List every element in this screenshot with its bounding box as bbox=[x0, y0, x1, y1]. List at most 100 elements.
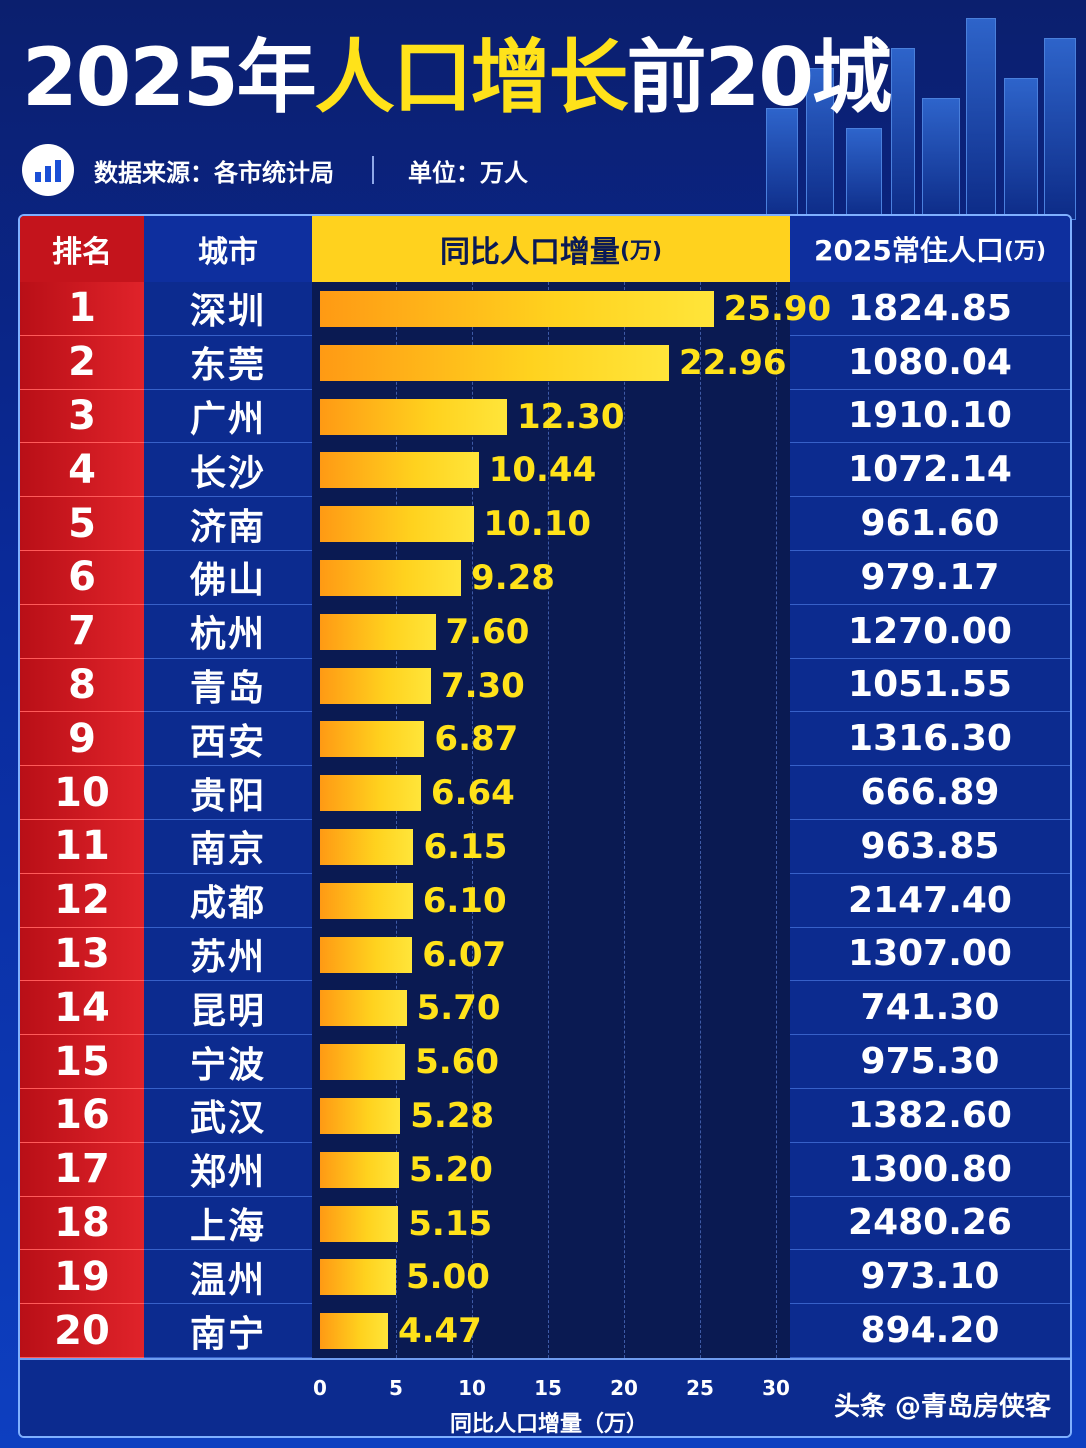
city-cell: 武汉 bbox=[144, 1089, 312, 1143]
city-cell: 济南 bbox=[144, 497, 312, 551]
city-cell: 佛山 bbox=[144, 551, 312, 605]
city-cell: 杭州 bbox=[144, 604, 312, 659]
x-tick-label: 30 bbox=[762, 1376, 790, 1400]
rank-cell: 20 bbox=[20, 1304, 144, 1358]
skyline-tower bbox=[922, 98, 960, 220]
city-cell: 郑州 bbox=[144, 1142, 312, 1197]
growth-value-label: 4.47 bbox=[397, 1311, 482, 1352]
population-cell: 1300.80 bbox=[790, 1142, 1070, 1197]
growth-value-label: 10.44 bbox=[488, 450, 597, 491]
growth-value-label: 7.60 bbox=[445, 611, 530, 652]
growth-value-label: 6.10 bbox=[422, 880, 507, 921]
rank-cell: 9 bbox=[20, 712, 144, 767]
header-city: 城市 bbox=[144, 216, 312, 282]
growth-value-label: 6.07 bbox=[422, 934, 507, 975]
population-cell: 2480.26 bbox=[790, 1196, 1070, 1251]
growth-value-label: 7.30 bbox=[440, 665, 525, 706]
watermark: 头条 @青岛房侠客 bbox=[834, 1392, 1052, 1422]
table-row: 5 济南 961.60 bbox=[20, 497, 1070, 551]
table-row: 6 佛山 979.17 bbox=[20, 551, 1070, 605]
rank-cell: 10 bbox=[20, 766, 144, 820]
population-cell: 666.89 bbox=[790, 766, 1070, 820]
city-cell: 东莞 bbox=[144, 335, 312, 390]
city-cell: 南宁 bbox=[144, 1304, 312, 1358]
city-cell: 昆明 bbox=[144, 981, 312, 1036]
table-row: 18 上海 2480.26 bbox=[20, 1196, 1070, 1251]
city-cell: 深圳 bbox=[144, 282, 312, 336]
population-cell: 1910.10 bbox=[790, 389, 1070, 444]
city-cell: 温州 bbox=[144, 1250, 312, 1305]
population-cell: 1080.04 bbox=[790, 335, 1070, 390]
table-row: 13 苏州 1307.00 bbox=[20, 927, 1070, 982]
x-tick-label: 0 bbox=[313, 1376, 327, 1400]
rank-cell: 11 bbox=[20, 820, 144, 874]
growth-bar bbox=[320, 613, 436, 650]
title-year: 2025年 bbox=[22, 31, 317, 124]
skyline-decoration bbox=[726, 0, 1086, 220]
population-cell: 979.17 bbox=[790, 551, 1070, 605]
growth-bar bbox=[320, 452, 479, 489]
growth-value-label: 5.70 bbox=[416, 988, 501, 1029]
table-row: 7 杭州 1270.00 bbox=[20, 604, 1070, 659]
rank-cell: 12 bbox=[20, 873, 144, 928]
growth-value-label: 6.64 bbox=[430, 773, 515, 814]
table-row: 11 南京 963.85 bbox=[20, 820, 1070, 874]
growth-bar bbox=[320, 344, 669, 381]
growth-bar bbox=[320, 775, 421, 812]
city-cell: 青岛 bbox=[144, 658, 312, 713]
population-cell: 1316.30 bbox=[790, 712, 1070, 767]
skyline-tower bbox=[766, 108, 798, 220]
city-cell: 广州 bbox=[144, 389, 312, 444]
population-cell: 963.85 bbox=[790, 820, 1070, 874]
growth-bar bbox=[320, 828, 414, 865]
x-axis-label: 同比人口增量（万） bbox=[450, 1412, 649, 1437]
growth-bar bbox=[320, 398, 507, 435]
growth-bar bbox=[320, 721, 425, 758]
subtitle-divider bbox=[372, 156, 374, 184]
skyline-tower bbox=[1044, 38, 1076, 220]
population-cell: 1307.00 bbox=[790, 927, 1070, 982]
skyline-tower bbox=[846, 128, 882, 220]
growth-value-label: 10.10 bbox=[483, 504, 592, 545]
table-row: 9 西安 1316.30 bbox=[20, 712, 1070, 767]
table-row: 10 贵阳 666.89 bbox=[20, 766, 1070, 820]
table-row: 1 深圳 1824.85 bbox=[20, 282, 1070, 336]
gridline bbox=[548, 282, 549, 1358]
growth-value-label: 22.96 bbox=[678, 342, 787, 383]
population-cell: 1824.85 bbox=[790, 282, 1070, 336]
chart-footer: 0 5 10 15 20 25 30 同比人口增量（万） 头条 @青岛房侠客 bbox=[20, 1358, 1070, 1437]
growth-value-label: 5.15 bbox=[408, 1203, 493, 1244]
growth-bar bbox=[320, 882, 413, 919]
rank-cell: 8 bbox=[20, 658, 144, 713]
rank-cell: 6 bbox=[20, 551, 144, 605]
population-cell: 973.10 bbox=[790, 1250, 1070, 1305]
gridline bbox=[776, 282, 777, 1358]
ranking-table: 排名 城市 同比人口增量 (万) 2025常住人口 (万) 1 深圳 1824.85 2 东… bbox=[18, 214, 1072, 1438]
growth-value-label: 25.90 bbox=[723, 288, 832, 329]
city-cell: 宁波 bbox=[144, 1035, 312, 1089]
rank-cell: 7 bbox=[20, 604, 144, 659]
table-row: 20 南宁 894.20 bbox=[20, 1304, 1070, 1358]
rank-cell: 19 bbox=[20, 1250, 144, 1305]
data-source: 数据来源：各市统计局 bbox=[94, 158, 334, 187]
header-growth: 同比人口增量 (万) bbox=[312, 216, 790, 282]
x-tick-label: 15 bbox=[534, 1376, 562, 1400]
table-row: 8 青岛 1051.55 bbox=[20, 658, 1070, 713]
population-cell: 894.20 bbox=[790, 1304, 1070, 1358]
city-cell: 长沙 bbox=[144, 443, 312, 498]
population-cell: 741.30 bbox=[790, 981, 1070, 1036]
population-cell: 2147.40 bbox=[790, 873, 1070, 928]
table-row: 19 温州 973.10 bbox=[20, 1250, 1070, 1305]
skyline-tower bbox=[891, 48, 915, 220]
x-tick-label: 20 bbox=[610, 1376, 638, 1400]
gridline bbox=[396, 282, 397, 1358]
rank-cell: 15 bbox=[20, 1035, 144, 1089]
gridline bbox=[472, 282, 473, 1358]
rank-cell: 13 bbox=[20, 927, 144, 982]
header-pop-label: 2025常住人口 bbox=[813, 234, 1004, 267]
gridline bbox=[700, 282, 701, 1358]
growth-value-label: 6.87 bbox=[434, 719, 519, 760]
growth-bar bbox=[320, 290, 714, 327]
header-growth-unit: (万) bbox=[619, 239, 663, 264]
population-cell: 961.60 bbox=[790, 497, 1070, 551]
